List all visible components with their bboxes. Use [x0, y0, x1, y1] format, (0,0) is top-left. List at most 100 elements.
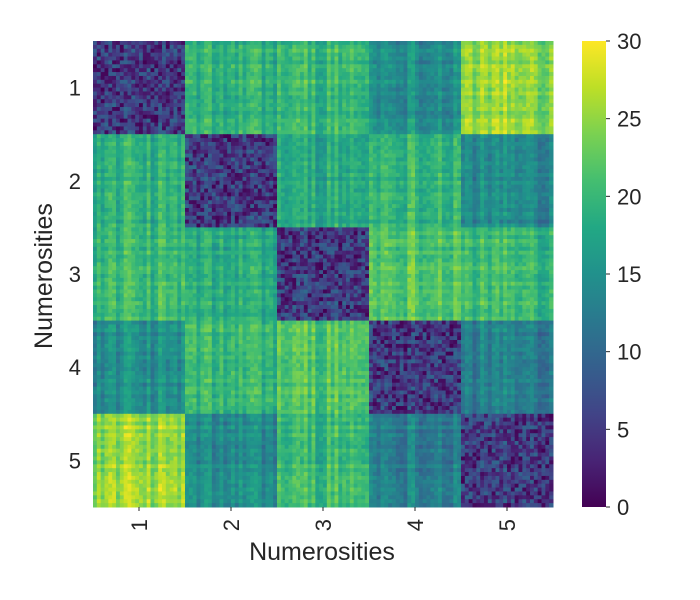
heatmap-cell: [238, 64, 243, 69]
heatmap-cell: [273, 176, 278, 182]
heatmap-cell: [307, 184, 312, 190]
heatmap-cell: [300, 153, 305, 158]
heatmap-cell: [219, 165, 224, 170]
heatmap-cell: [215, 87, 220, 92]
heatmap-cell: [104, 153, 109, 158]
heatmap-cell: [307, 149, 312, 155]
heatmap-cell: [369, 157, 374, 162]
heatmap-cell: [93, 95, 98, 100]
heatmap-cell: [223, 44, 228, 50]
heatmap-cell: [514, 138, 519, 143]
heatmap-cell: [200, 107, 205, 112]
heatmap-cell: [280, 83, 286, 89]
heatmap-cell: [453, 75, 458, 81]
heatmap-cell: [127, 173, 132, 178]
heatmap-cell: [376, 44, 381, 50]
heatmap-cell: [388, 161, 393, 166]
heatmap-cell: [476, 72, 481, 77]
heatmap-cell: [319, 87, 324, 92]
heatmap-cell: [250, 138, 255, 143]
heatmap-cell: [311, 138, 316, 143]
heatmap-cell: [388, 196, 393, 201]
heatmap-cell: [403, 110, 408, 116]
heatmap-cell: [108, 87, 113, 92]
heatmap-cell: [503, 107, 508, 112]
heatmap-cell: [303, 64, 309, 69]
heatmap-cell: [150, 157, 155, 162]
heatmap-cell: [388, 200, 393, 205]
heatmap-cell: [315, 103, 320, 108]
heatmap-cell: [526, 99, 531, 104]
heatmap-cell: [208, 110, 213, 116]
heatmap-cell: [468, 114, 473, 120]
heatmap-cell: [526, 188, 531, 193]
heatmap-cell: [349, 95, 355, 100]
heatmap-cell: [472, 176, 477, 182]
heatmap-cell: [223, 103, 228, 108]
heatmap-cell: [495, 64, 500, 69]
heatmap-cell: [384, 153, 389, 158]
heatmap-cell: [384, 75, 389, 81]
heatmap-cell: [231, 48, 236, 54]
heatmap-cell: [204, 107, 209, 112]
heatmap-cell: [269, 165, 274, 170]
heatmap-cell: [361, 52, 366, 58]
heatmap-cell: [422, 83, 427, 89]
heatmap-cell: [518, 52, 523, 58]
heatmap-cell: [307, 114, 312, 120]
heatmap-cell: [284, 95, 289, 100]
heatmap-cell: [100, 196, 105, 201]
heatmap-cell: [449, 134, 454, 139]
heatmap-cell: [185, 134, 190, 139]
heatmap-cell: [119, 48, 125, 54]
heatmap-cell: [537, 64, 542, 69]
heatmap-cell: [273, 64, 278, 69]
heatmap-cell: [342, 169, 347, 174]
heatmap-cell: [93, 153, 98, 158]
heatmap-cell: [108, 149, 113, 155]
heatmap-cell: [311, 60, 316, 65]
heatmap-cell: [407, 118, 412, 124]
heatmap-cell: [510, 169, 516, 174]
heatmap-cell: [116, 83, 121, 89]
heatmap-cell: [185, 91, 190, 96]
heatmap-cell: [169, 68, 174, 73]
heatmap-cell: [445, 41, 450, 46]
heatmap-cell: [96, 138, 102, 143]
heatmap-cell: [484, 138, 489, 143]
heatmap-cell: [246, 99, 251, 104]
heatmap-cell: [338, 161, 343, 166]
heatmap-cell: [369, 122, 374, 127]
heatmap-cell: [300, 122, 305, 127]
heatmap-cell: [108, 72, 113, 77]
heatmap-cell: [533, 107, 539, 112]
heatmap-cell: [108, 141, 113, 147]
heatmap-cell: [254, 91, 259, 96]
heatmap-cell: [476, 114, 481, 120]
heatmap-cell: [346, 103, 351, 108]
heatmap-cell: [223, 196, 228, 201]
heatmap-cell: [338, 157, 343, 162]
heatmap-cell: [254, 149, 259, 155]
heatmap-cell: [131, 184, 136, 190]
heatmap-cell: [503, 52, 508, 58]
heatmap-cell: [445, 68, 450, 73]
heatmap-cell: [426, 79, 431, 85]
heatmap-cell: [453, 64, 458, 69]
heatmap-cell: [219, 184, 224, 190]
heatmap-cell: [300, 44, 305, 50]
heatmap-cell: [181, 52, 186, 58]
heatmap-cell: [499, 114, 504, 120]
heatmap-cell: [319, 173, 324, 178]
heatmap-cell: [399, 192, 404, 197]
heatmap-cell: [445, 107, 450, 112]
heatmap-cell: [395, 91, 401, 96]
heatmap-cell: [372, 83, 378, 89]
heatmap-cell: [342, 153, 347, 158]
heatmap-cell: [135, 153, 140, 158]
heatmap-cell: [338, 44, 343, 50]
heatmap-cell: [426, 64, 431, 69]
heatmap-cell: [487, 122, 493, 127]
heatmap-cell: [296, 48, 301, 54]
heatmap-cell: [135, 134, 140, 139]
